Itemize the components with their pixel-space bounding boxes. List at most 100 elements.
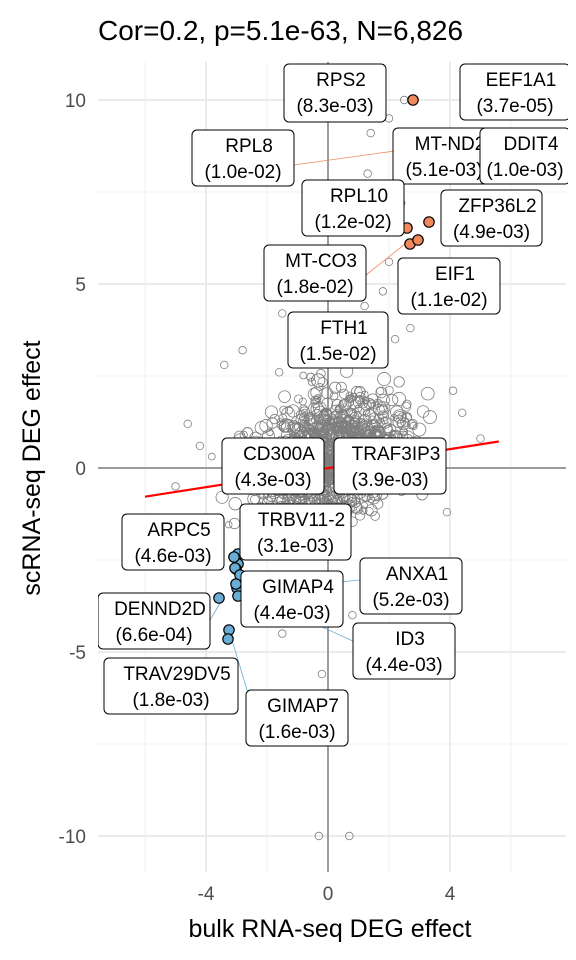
gene-point [311,373,326,388]
gene-label: TRAF3IP3 (3.9e-03) [333,437,447,495]
x-tick-label: 0 [323,884,334,905]
gene-label-pvalue: (1.8e-02) [276,277,353,298]
gene-point [284,405,294,415]
gene-point [317,669,327,679]
gene-label-name: DENND2D [114,599,206,620]
gene-point [319,407,333,421]
gene-point [397,412,407,422]
gene-point [378,287,388,296]
downregulated-point [213,592,225,604]
x-tick-label: -4 [198,884,215,905]
gene-point [264,405,278,419]
gene-point [372,498,384,510]
gene-point [409,421,418,431]
gene-point [359,506,368,515]
gene-label-name: ANXA1 [386,564,448,585]
gene-label-pvalue: (1.5e-02) [299,344,376,365]
gene-label-pvalue: (1.1e-02) [410,290,487,311]
gene-label-name: TRBV11-2 [258,510,345,531]
gene-label-box [301,179,405,237]
gene-label: ARPC5 (4.6e-03) [121,513,225,571]
gene-label: CD300A (4.3e-03) [221,437,325,495]
gene-label-pvalue: (1.8e-03) [132,690,209,711]
gene-point [379,416,392,429]
gene-point [334,406,343,414]
gene-point [412,422,427,437]
gene-point [295,409,307,421]
gene-point [345,407,353,416]
gene-label-pvalue: (1.0e-02) [204,162,281,183]
gene-label: TRAV29DV5 (1.8e-03) [103,657,239,715]
gene-label-name: ZFP36L2 [458,196,536,217]
gene-labels: RPS2 (8.3e-03) EEF1A1 (3.7e-05) RPL8 (1.0e-02… [98,63,568,747]
gene-point [293,421,304,432]
gene-point [278,309,287,318]
gene-point [315,419,325,429]
gene-label: DENND2D (6.6e-04) [98,592,211,650]
gene-label-box [221,437,325,495]
gene-label-name: GIMAP7 [267,696,339,717]
gene-label: MT-ND2 (5.1e-03) [392,127,496,185]
gene-label-box [352,622,456,680]
chart-title: Cor=0.2, p=5.1e-63, N=6,826 [98,15,463,46]
y-tick-label: 0 [75,459,86,480]
gene-label: MT-CO3 (1.8e-02) [263,244,367,302]
gene-label-name: EEF1A1 [486,70,557,91]
gene-point [354,404,363,413]
gene-point [347,395,362,410]
gene-label-name: TRAF3IP3 [352,444,441,465]
gene-point [368,427,377,436]
gene-point [329,421,342,433]
gene-point [377,372,392,386]
gene-label-box [397,257,501,315]
gene-label-pvalue: (5.1e-03) [405,160,482,181]
gene-label: GIMAP4 (4.4e-03) [240,570,344,628]
gene-label-pvalue: (1.6e-03) [258,722,335,743]
upregulated-point [412,234,424,246]
gene-point [290,421,302,433]
x-tick-label: 4 [445,884,456,905]
gene-point [329,391,339,401]
gene-point [314,831,324,841]
gene-point [393,376,405,388]
gene-label-box [98,592,211,650]
gene-point [171,482,180,491]
label-connector [365,243,406,276]
gene-label-pvalue: (4.9e-03) [453,222,530,243]
gene-point [392,391,407,406]
gene-label-pvalue: (1.2e-02) [314,212,391,233]
gene-point [397,417,410,431]
gene-point [357,414,372,428]
gene-point [442,507,452,517]
gene-point [363,169,372,178]
gene-label-box [263,244,367,302]
gene-label: GIMAP7 (1.6e-03) [245,689,349,747]
gene-label: ID3 (4.4e-03) [352,622,456,680]
gene-label-name: DDIT4 [504,134,559,155]
gene-point [304,418,319,433]
gene-label-box [121,513,225,571]
gene-label: TRBV11-2 (3.1e-03) [239,503,352,561]
gene-label: FTH1 (1.5e-02) [287,311,389,369]
gene-label: ZFP36L2 (4.9e-03) [440,189,543,247]
gene-point [384,385,394,395]
gene-point [313,394,322,402]
gene-point [360,301,369,311]
gene-point [307,387,321,401]
gene-label-box [283,63,387,123]
gene-point [354,395,365,405]
gene-label-box [440,189,543,247]
gene-point [275,368,284,377]
gene-point [228,497,242,511]
gene-point [250,494,260,505]
y-tick-label: -10 [59,827,86,848]
gene-point [375,386,388,399]
upregulated-point [407,94,419,106]
x-tick-labels: -4 0 4 [198,884,456,905]
gene-label-box [240,570,344,628]
gene-point [380,417,389,425]
gene-label-box [333,437,447,495]
gene-point [238,346,247,355]
gene-label: DDIT4 (1.0e-03) [479,127,568,185]
gene-point [299,412,310,424]
